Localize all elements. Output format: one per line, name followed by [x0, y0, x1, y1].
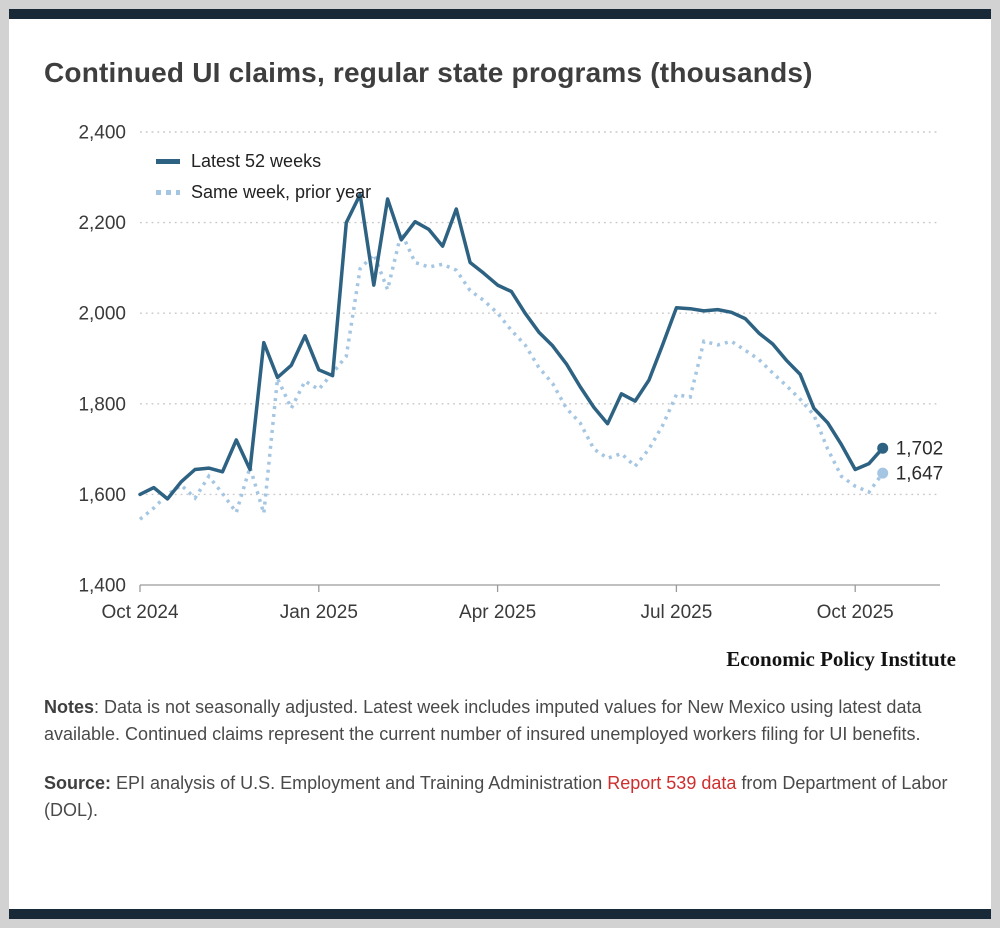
series-end-label: 1,647	[896, 464, 944, 485]
y-tick-label: 1,600	[78, 485, 126, 506]
source-pre-text: EPI analysis of U.S. Employment and Trai…	[111, 773, 608, 793]
report-539-data-link[interactable]: Report 539 data	[607, 773, 737, 793]
series-end-dot	[877, 467, 889, 479]
chart-card: Continued UI claims, regular state progr…	[9, 9, 991, 919]
chart-area: 1,400 1,600 1,800 2,000 2,200 2,400 Oct 2024 Ja…	[44, 103, 956, 624]
x-tick-label: Jul 2025	[640, 602, 712, 623]
x-tick-label: Apr 2025	[459, 602, 536, 623]
series-end-dot	[877, 442, 889, 454]
bottom-accent-bar	[9, 909, 991, 919]
legend-item-latest-52-weeks: Latest 52 weeks	[156, 151, 371, 172]
y-tick-label: 1,800	[78, 394, 126, 415]
y-tick-label: 2,000	[78, 304, 126, 325]
source-paragraph: Source: EPI analysis of U.S. Employment …	[44, 770, 956, 824]
epi-attribution: Economic Policy Institute	[726, 647, 956, 671]
source-post-text: from Department of Labor (DOL).	[44, 773, 948, 820]
y-tick-label: 2,400	[78, 123, 126, 144]
x-tick-label: Jan 2025	[280, 602, 358, 623]
y-tick-label: 2,200	[78, 213, 126, 234]
y-tick-label: 1,400	[78, 576, 126, 597]
notes-label: Notes	[44, 697, 95, 717]
chart-title: Continued UI claims, regular state progr…	[44, 57, 813, 88]
notes-text: : Data is not seasonally adjusted. Lates…	[44, 697, 922, 744]
ui-claims-line-chart: 1,400 1,600 1,800 2,000 2,200 2,400 Oct 2024 Ja…	[78, 123, 944, 624]
top-accent-bar	[9, 9, 991, 19]
legend-label-prior-year: Same week, prior year	[191, 182, 372, 202]
legend-label-latest-52-weeks: Latest 52 weeks	[191, 151, 322, 171]
source-label: Source:	[44, 773, 112, 793]
card-content: Continued UI claims, regular state progr…	[9, 19, 991, 909]
x-tick-label: Oct 2025	[817, 602, 894, 623]
solid-line-swatch	[156, 159, 180, 164]
chart-legend: Latest 52 weeks Same week, prior year	[156, 151, 371, 203]
series-line-solid	[138, 192, 885, 501]
notes-paragraph: Notes: Data is not seasonally adjusted. …	[44, 694, 956, 748]
legend-item-prior-year: Same week, prior year	[156, 182, 371, 203]
x-tick-label: Oct 2024	[101, 602, 179, 623]
series-line-dotted	[138, 227, 885, 521]
dotted-line-swatch	[156, 190, 180, 195]
series-end-label: 1,702	[896, 439, 944, 460]
